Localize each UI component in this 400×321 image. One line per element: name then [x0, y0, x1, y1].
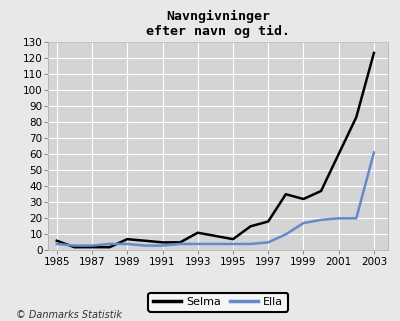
Selma — [160, 240, 165, 244]
Ella — [230, 242, 235, 246]
Ella — [125, 242, 130, 246]
Ella — [195, 242, 200, 246]
Selma — [142, 239, 147, 243]
Selma — [266, 220, 271, 223]
Text: © Danmarks Statistik: © Danmarks Statistik — [16, 310, 122, 320]
Selma — [354, 115, 359, 119]
Ella — [142, 244, 147, 247]
Selma — [72, 245, 77, 249]
Ella — [336, 216, 341, 220]
Ella — [54, 242, 59, 246]
Selma — [195, 231, 200, 235]
Ella — [284, 232, 288, 236]
Ella — [372, 151, 376, 154]
Selma — [107, 245, 112, 249]
Title: Navngivninger
efter navn og tid.: Navngivninger efter navn og tid. — [146, 10, 290, 38]
Selma — [178, 240, 182, 244]
Ella — [248, 242, 253, 246]
Line: Selma: Selma — [57, 53, 374, 247]
Ella — [107, 242, 112, 246]
Ella — [354, 216, 359, 220]
Ella — [266, 240, 271, 244]
Ella — [160, 244, 165, 247]
Selma — [54, 239, 59, 243]
Ella — [319, 218, 324, 222]
Line: Ella: Ella — [57, 152, 374, 246]
Selma — [336, 152, 341, 156]
Ella — [178, 242, 182, 246]
Selma — [301, 197, 306, 201]
Selma — [372, 51, 376, 55]
Selma — [284, 192, 288, 196]
Selma — [248, 224, 253, 228]
Legend: Selma, Ella: Selma, Ella — [148, 293, 288, 312]
Selma — [319, 189, 324, 193]
Selma — [230, 237, 235, 241]
Ella — [301, 221, 306, 225]
Ella — [72, 244, 77, 247]
Selma — [125, 237, 130, 241]
Ella — [213, 242, 218, 246]
Selma — [90, 245, 94, 249]
Ella — [90, 244, 94, 247]
Selma — [213, 234, 218, 238]
